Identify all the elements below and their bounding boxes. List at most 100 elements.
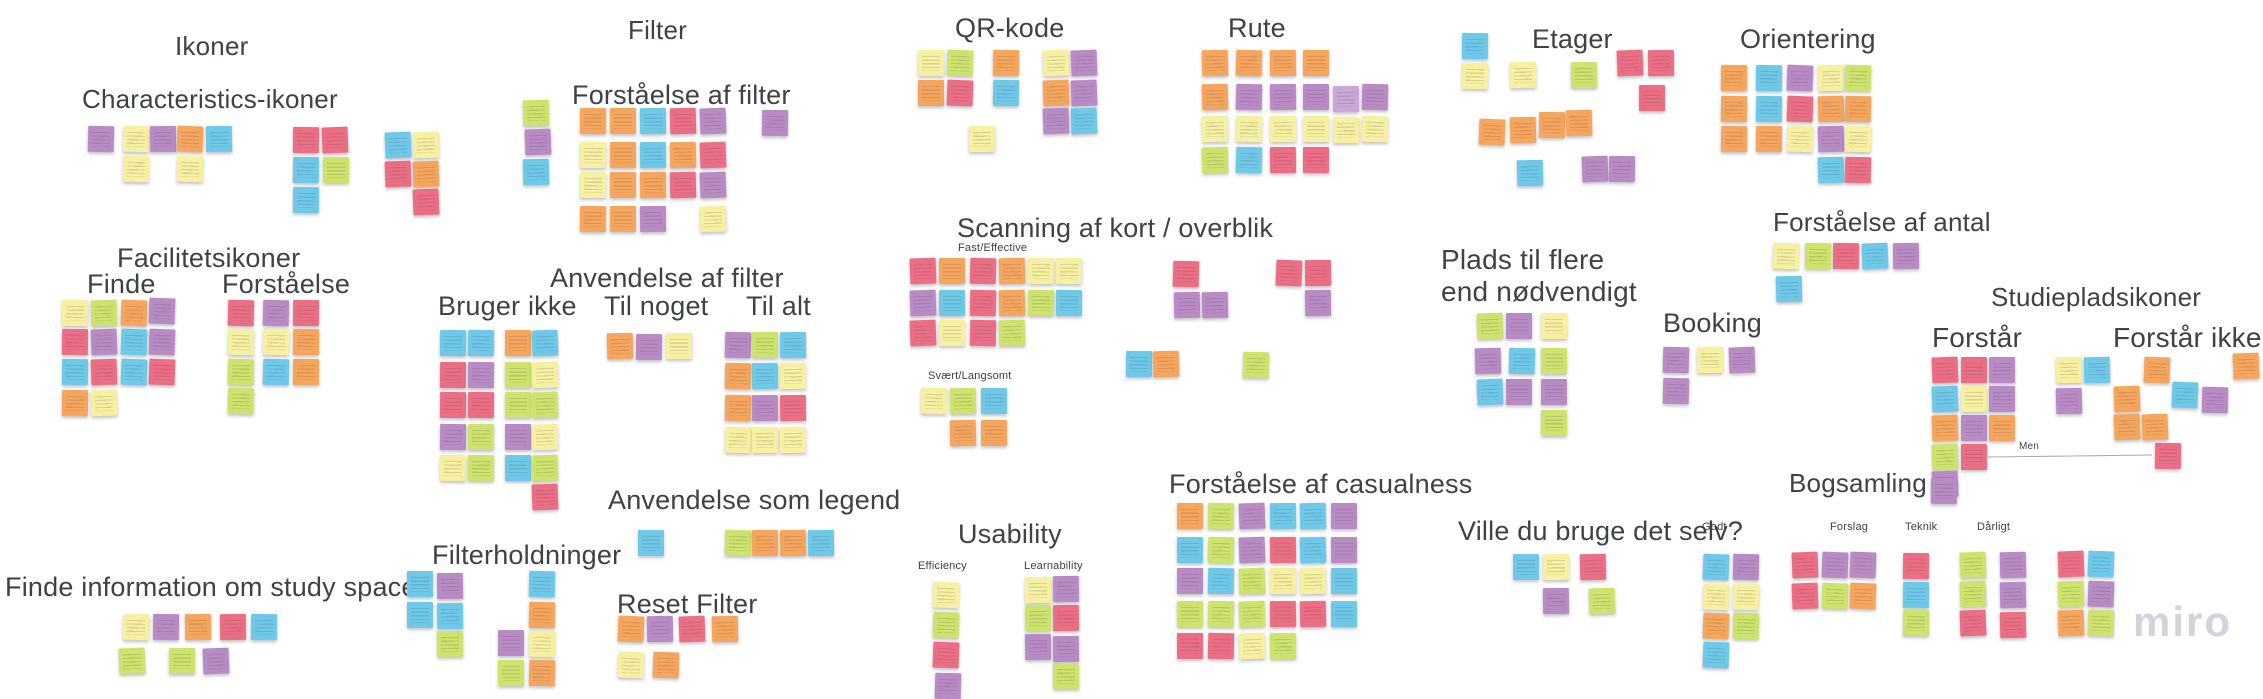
sticky-note[interactable] [436,572,464,600]
sticky-note[interactable] [1238,502,1266,530]
cluster-label[interactable]: Dårligt [1977,521,2011,533]
sticky-note[interactable] [1052,635,1080,663]
sticky-note[interactable] [1538,111,1566,139]
sticky-note[interactable] [939,320,965,346]
sticky-note[interactable] [1299,502,1327,530]
sticky-note[interactable] [932,581,960,609]
cluster-label[interactable]: Studiepladsikoner [1991,282,2202,312]
sticky-note[interactable] [1027,289,1055,317]
sticky-note[interactable] [639,107,667,135]
sticky-note[interactable] [148,358,176,386]
sticky-note[interactable] [1238,536,1266,564]
sticky-note[interactable] [1269,632,1297,660]
sticky-note[interactable] [531,329,559,357]
cluster-label[interactable]: Usability [958,519,1062,549]
sticky-note[interactable] [1207,502,1235,530]
cluster-label[interactable]: Forståelse af casualness [1169,469,1473,499]
sticky-note[interactable] [2171,381,2199,409]
sticky-note[interactable] [1786,125,1814,153]
sticky-note[interactable] [1238,632,1266,660]
sticky-note[interactable] [1541,410,1567,436]
sticky-note[interactable] [1579,553,1607,581]
sticky-note[interactable] [292,186,320,214]
sticky-note[interactable] [1024,604,1052,632]
sticky-note[interactable] [467,391,495,419]
sticky-note[interactable] [1791,551,1819,579]
sticky-note[interactable] [610,142,636,168]
sticky-note[interactable] [1269,49,1297,77]
sticky-note[interactable] [678,615,706,643]
sticky-note[interactable] [120,358,148,386]
cluster-label[interactable]: Ikoner [175,31,249,61]
sticky-note[interactable] [1775,275,1803,303]
sticky-note[interactable] [1832,242,1860,270]
sticky-note[interactable] [992,49,1020,77]
sticky-note[interactable] [1732,612,1760,640]
sticky-note[interactable] [90,358,118,386]
sticky-note[interactable] [918,50,944,76]
sticky-note[interactable] [617,615,645,643]
sticky-note[interactable] [1702,641,1730,669]
sticky-note[interactable] [292,358,320,386]
sticky-note[interactable] [467,361,495,389]
sticky-note[interactable] [1177,503,1203,529]
sticky-note[interactable] [1177,568,1203,594]
cluster-label[interactable]: Learnability [1024,560,1083,572]
sticky-note[interactable] [522,158,550,186]
sticky-note[interactable] [1299,567,1327,595]
sticky-note[interactable] [1070,49,1098,77]
sticky-note[interactable] [467,454,495,482]
sticky-note[interactable] [292,156,320,184]
sticky-note[interactable] [1235,49,1263,77]
sticky-note[interactable] [1207,567,1235,595]
sticky-note[interactable] [724,394,752,422]
sticky-note[interactable] [724,426,752,454]
sticky-note[interactable] [579,205,607,233]
sticky-note[interactable] [1732,553,1760,581]
sticky-note[interactable] [1541,313,1567,339]
sticky-note[interactable] [1804,242,1832,270]
sticky-note[interactable] [1516,159,1544,187]
cluster-label[interactable]: Forstår ikke [2113,322,2262,353]
sticky-note[interactable] [176,125,204,153]
sticky-note[interactable] [1702,612,1730,640]
sticky-note[interactable] [2154,442,2182,470]
sticky-note[interactable] [148,328,176,356]
sticky-note[interactable] [1476,378,1504,406]
sticky-note[interactable] [1235,83,1263,111]
sticky-note[interactable] [1304,289,1332,317]
sticky-note[interactable] [1961,386,1987,412]
sticky-note[interactable] [1959,609,1987,637]
sticky-note[interactable] [227,299,255,327]
sticky-note[interactable] [969,257,997,285]
sticky-note[interactable] [968,125,996,153]
sticky-note[interactable] [992,79,1020,107]
sticky-note[interactable] [1728,346,1756,374]
cluster-label[interactable]: Forslag [1830,521,1869,533]
sticky-note[interactable] [202,647,230,675]
sticky-note[interactable] [122,613,150,641]
sticky-note[interactable] [2083,356,2111,384]
sticky-note[interactable] [292,299,320,327]
sticky-note[interactable] [149,125,177,153]
sticky-note[interactable] [1173,291,1201,319]
sticky-note[interactable] [751,362,779,390]
sticky-note[interactable] [909,319,937,347]
sticky-note[interactable] [1581,155,1609,183]
sticky-note[interactable] [176,155,204,183]
sticky-note[interactable] [610,206,636,232]
sticky-note[interactable] [1269,115,1297,143]
sticky-note[interactable] [779,362,807,390]
sticky-note[interactable] [1238,567,1266,595]
sticky-note[interactable] [384,160,412,188]
sticky-note[interactable] [1999,551,2027,579]
cluster-label[interactable]: Ville du bruge det selv? [1458,516,1743,546]
sticky-note[interactable] [969,289,997,317]
cluster-label[interactable]: Efficiency [918,560,967,572]
cluster-label[interactable]: Plads til flere end nødvendigt [1441,244,1637,308]
sticky-note[interactable] [711,615,739,643]
sticky-note[interactable] [639,205,667,233]
sticky-note[interactable] [1662,377,1690,405]
sticky-note[interactable] [1791,582,1819,610]
sticky-note[interactable] [639,171,667,199]
